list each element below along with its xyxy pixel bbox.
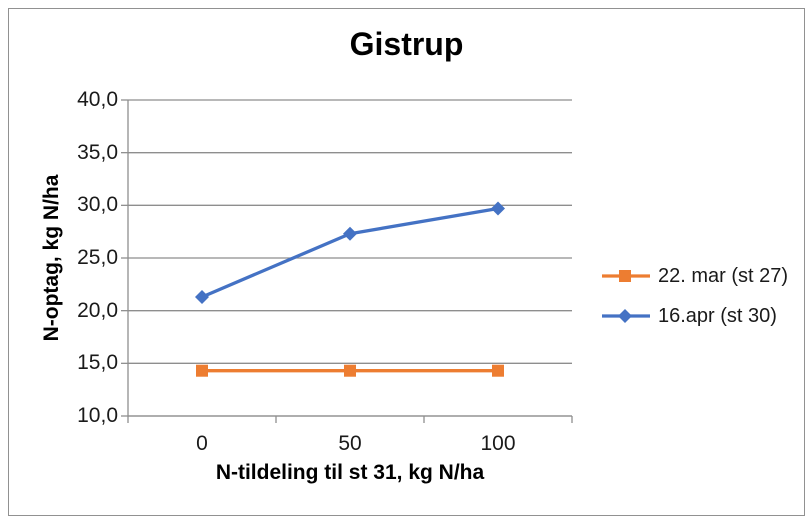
y-tick-label: 25,0 bbox=[77, 246, 118, 269]
data-point-marker bbox=[492, 364, 504, 377]
data-point-marker bbox=[196, 364, 208, 377]
y-tick-label: 10,0 bbox=[77, 404, 118, 427]
y-tick-label: 30,0 bbox=[77, 193, 118, 217]
y-tick-label: 35,0 bbox=[77, 140, 118, 164]
data-point-marker bbox=[343, 226, 357, 241]
x-axis-title: N-tildeling til st 31, kg N/ha bbox=[215, 461, 485, 484]
x-tick-label: 0 bbox=[196, 432, 208, 455]
y-tick-label: 40,0 bbox=[77, 88, 118, 111]
series-line bbox=[200, 206, 500, 299]
chart-frame bbox=[8, 8, 805, 516]
y-tick-label: 15,0 bbox=[77, 351, 118, 375]
data-point-marker bbox=[344, 364, 356, 377]
legend-item: 16.apr (st 30) bbox=[602, 302, 777, 330]
legend-label: 22. mar (st 27) bbox=[658, 264, 789, 287]
x-tick-label: 100 bbox=[480, 432, 516, 455]
data-point-marker bbox=[491, 201, 505, 216]
y-axis-title: N-optag, kg N/ha bbox=[40, 174, 63, 342]
data-point-marker bbox=[195, 289, 209, 304]
legend-item: 22. mar (st 27) bbox=[602, 262, 788, 290]
chart-title: Gistrup bbox=[349, 26, 464, 62]
legend-key-icon bbox=[602, 309, 650, 323]
legend-label: 16.apr (st 30) bbox=[658, 304, 777, 327]
legend-key-icon bbox=[602, 270, 650, 282]
y-tick-label: 20,0 bbox=[77, 298, 118, 322]
x-tick-label: 50 bbox=[338, 432, 362, 455]
